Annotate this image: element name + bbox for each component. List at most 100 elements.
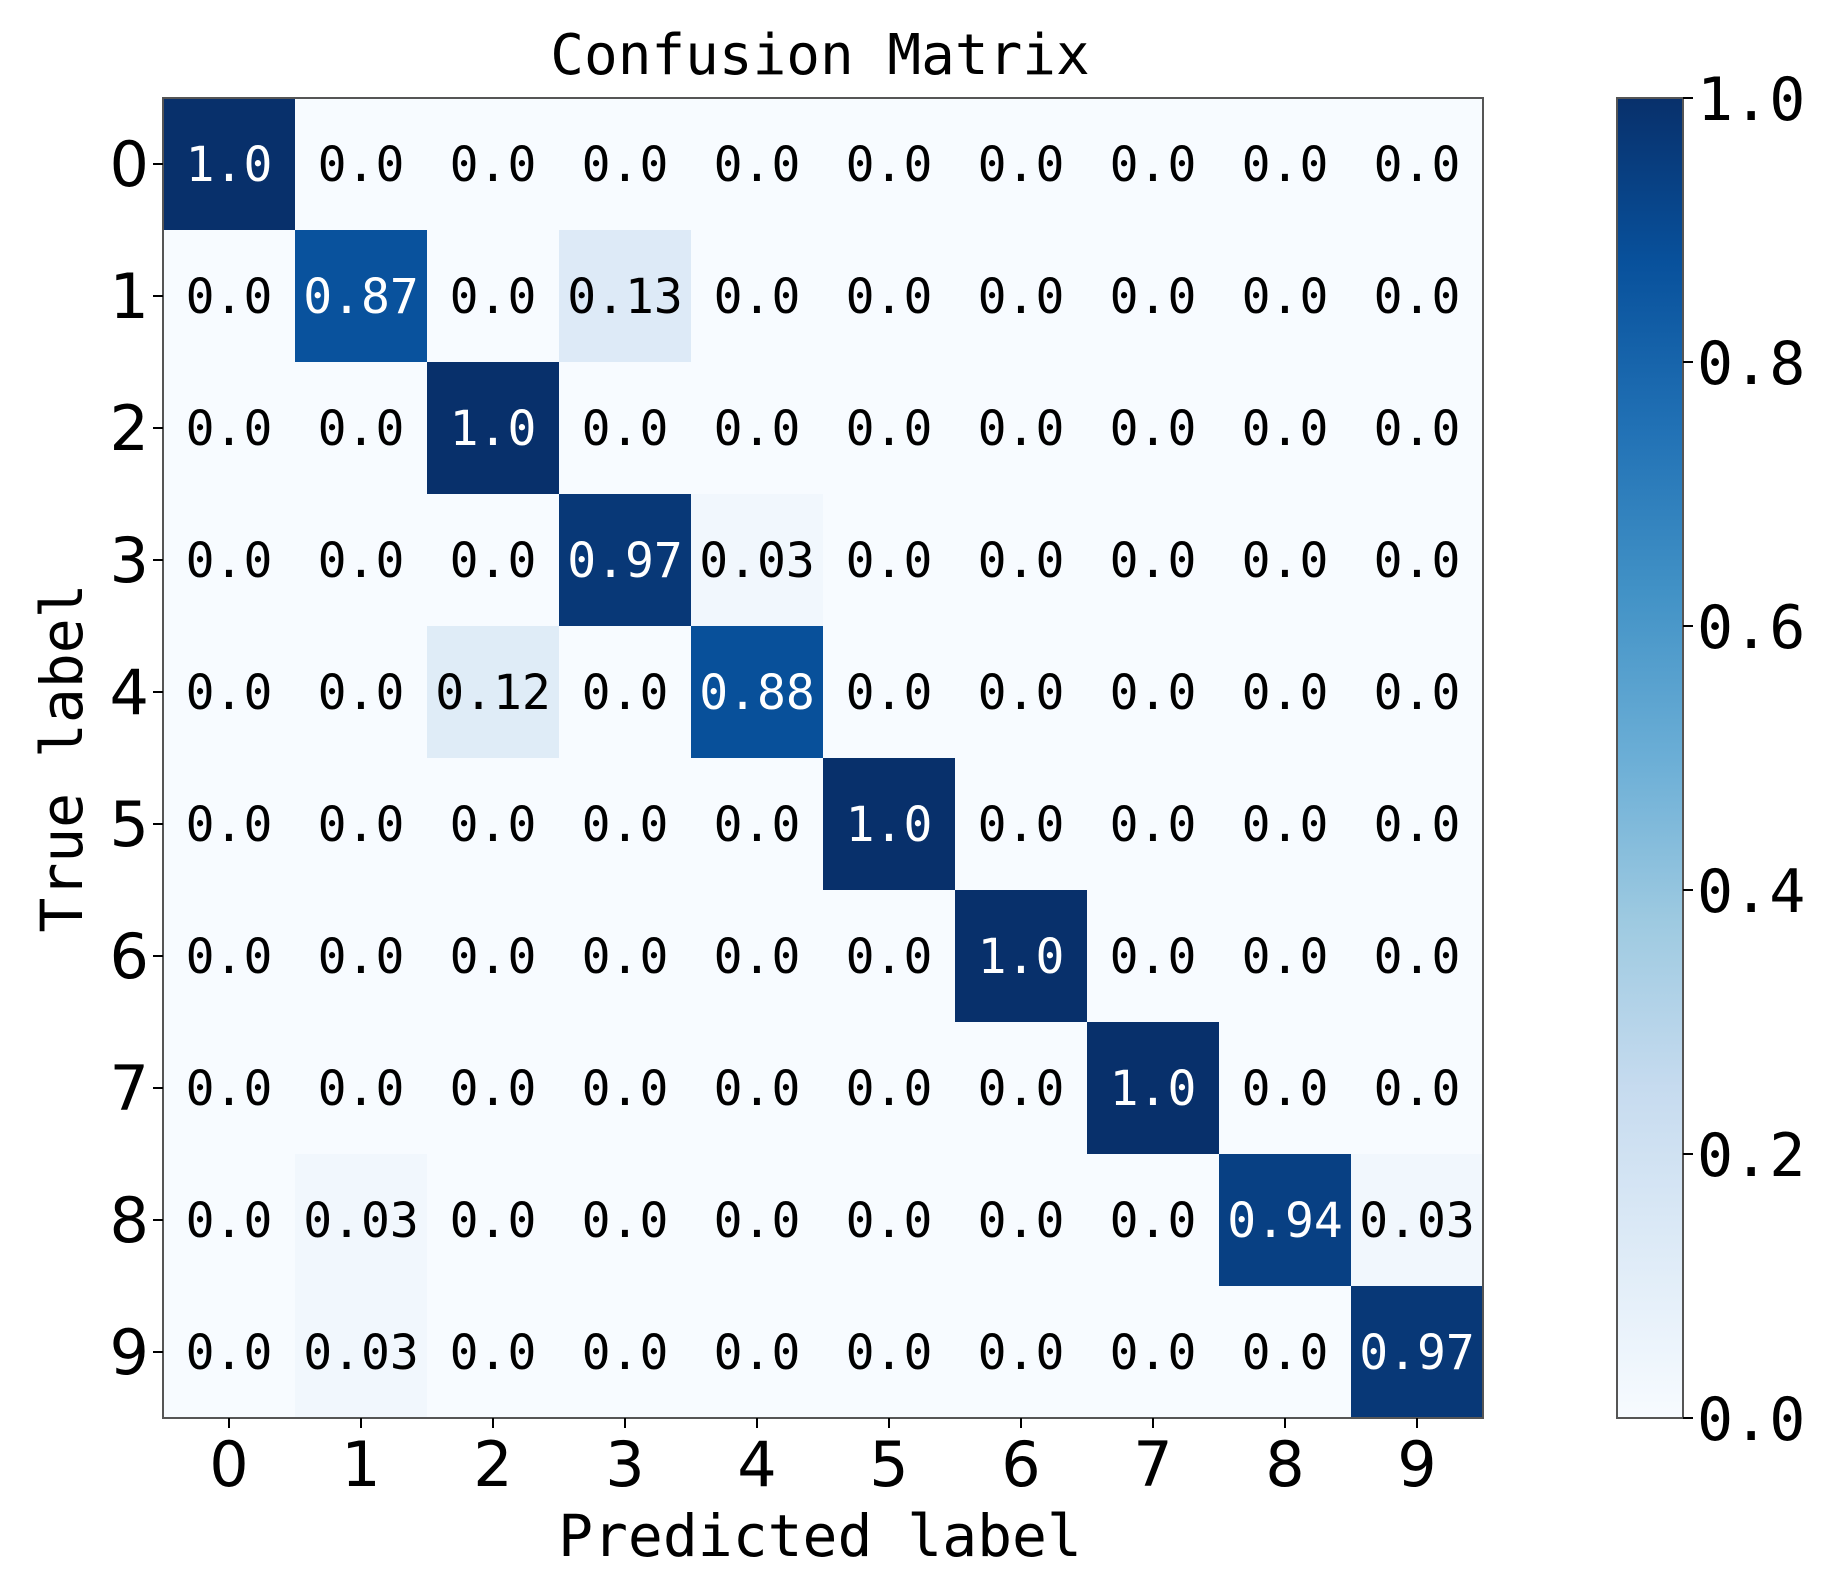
heatmap-cell [1087, 1286, 1220, 1419]
heatmap-cell [823, 494, 956, 627]
x-axis-label: Predicted label [558, 1502, 1082, 1570]
heatmap-cell [559, 98, 692, 231]
cell-value-label: 0.0 [582, 665, 669, 721]
x-tick-label: 3 [605, 1428, 644, 1501]
cell-value-label: 0.0 [318, 137, 405, 193]
heatmap-cell [1219, 230, 1352, 363]
heatmap-cell [691, 626, 824, 759]
heatmap-cell [295, 626, 428, 759]
heatmap-cell [295, 758, 428, 891]
cell-value-label: 0.0 [318, 401, 405, 457]
cell-value-label: 0.0 [1110, 137, 1197, 193]
heatmap-cell [823, 758, 956, 891]
cell-value-label: 0.0 [186, 1061, 273, 1117]
cell-value-label: 0.0 [1242, 533, 1329, 589]
cell-value-label: 0.0 [714, 929, 801, 985]
colorbar-tick-label: 0.8 [1697, 329, 1805, 399]
heatmap-cell [559, 626, 692, 759]
cell-value-label: 0.0 [1374, 269, 1461, 325]
heatmap-cell [691, 494, 824, 627]
cell-value-label: 0.0 [186, 665, 273, 721]
heatmap-cell [427, 626, 560, 759]
cell-value-label: 0.0 [1242, 797, 1329, 853]
heatmap-cell [1087, 758, 1220, 891]
heatmap-cell [1087, 1022, 1220, 1155]
heatmap-cell [295, 890, 428, 1023]
heatmap-cell [1087, 890, 1220, 1023]
cell-value-label: 0.0 [714, 1325, 801, 1381]
cell-value-label: 0.0 [846, 1061, 933, 1117]
cell-value-label: 0.0 [1242, 1061, 1329, 1117]
cell-value-label: 0.0 [450, 137, 537, 193]
cell-value-label: 0.0 [450, 1061, 537, 1117]
y-axis-ticks: 0 1 2 3 4 5 6 7 8 9 [110, 128, 163, 1389]
heatmap-cell [559, 890, 692, 1023]
heatmap-cell [163, 362, 296, 495]
heatmap-cell [955, 1022, 1088, 1155]
cell-value-label: 0.0 [186, 1325, 273, 1381]
heatmap-cell [559, 1286, 692, 1419]
heatmap-cell [823, 1022, 956, 1155]
cell-value-label: 0.0 [186, 797, 273, 853]
x-tick-label: 7 [1133, 1428, 1172, 1501]
cell-value-label: 0.0 [1374, 929, 1461, 985]
heatmap-cell [559, 1022, 692, 1155]
cell-value-label: 0.0 [1242, 269, 1329, 325]
heatmap-cell [295, 98, 428, 231]
y-tick-label: 1 [110, 260, 149, 333]
heatmap-cell [295, 494, 428, 627]
heatmap-cell [427, 98, 560, 231]
cell-value-label: 0.0 [1374, 137, 1461, 193]
cell-value-label: 0.0 [186, 401, 273, 457]
heatmap-cell [163, 1154, 296, 1287]
cell-value-label: 1.0 [1110, 1061, 1197, 1117]
heatmap-cell [163, 1022, 296, 1155]
x-axis-ticks: 0 1 2 3 4 5 6 7 8 9 [209, 1418, 1437, 1501]
cell-value-label: 1.0 [450, 401, 537, 457]
cell-value-label: 0.0 [978, 137, 1065, 193]
x-tick-label: 4 [737, 1428, 776, 1501]
cell-value-label: 0.97 [1359, 1325, 1475, 1381]
cell-value-label: 0.0 [1374, 797, 1461, 853]
cell-value-label: 0.0 [318, 665, 405, 721]
heatmap-cell [955, 230, 1088, 363]
y-tick-label: 4 [110, 656, 149, 729]
heatmap-cell [1219, 98, 1352, 231]
heatmap-cell [1351, 890, 1484, 1023]
cell-value-label: 0.0 [846, 137, 933, 193]
cell-value-label: 0.0 [978, 1325, 1065, 1381]
cell-value-label: 0.0 [582, 1193, 669, 1249]
colorbar-tick-label: 0.4 [1697, 857, 1805, 927]
cell-value-label: 0.0 [846, 533, 933, 589]
heatmap-cell [823, 362, 956, 495]
heatmap-cells: 1.0 0.0 0.0 0.0 0.0 0.0 0.0 0.0 0.0 0.0 0.0 0.87 0.0… [163, 98, 1484, 1419]
y-axis-label: True label [28, 583, 96, 932]
x-tick-label: 0 [209, 1428, 248, 1501]
cell-value-label: 0.0 [1110, 401, 1197, 457]
heatmap-cell [955, 362, 1088, 495]
heatmap-cell [1351, 494, 1484, 627]
cell-value-label: 0.0 [846, 929, 933, 985]
cell-value-label: 0.0 [1110, 269, 1197, 325]
heatmap-cell [427, 1154, 560, 1287]
cell-value-label: 0.03 [303, 1193, 419, 1249]
x-tick-label: 8 [1265, 1428, 1304, 1501]
heatmap-cell [955, 1154, 1088, 1287]
heatmap-cell [823, 230, 956, 363]
heatmap-cell [295, 362, 428, 495]
heatmap-cell [1087, 494, 1220, 627]
heatmap-cell [691, 230, 824, 363]
y-tick-label: 2 [110, 392, 149, 465]
x-tick-label: 5 [869, 1428, 908, 1501]
cell-value-label: 0.0 [318, 797, 405, 853]
y-tick-label: 8 [110, 1184, 149, 1257]
heatmap-cell [823, 1154, 956, 1287]
heatmap-cell [1351, 626, 1484, 759]
cell-value-label: 0.0 [1374, 1061, 1461, 1117]
heatmap-cell [427, 1286, 560, 1419]
cell-value-label: 0.0 [714, 137, 801, 193]
cell-value-label: 0.0 [714, 1193, 801, 1249]
cell-value-label: 1.0 [978, 929, 1065, 985]
cell-value-label: 0.0 [450, 797, 537, 853]
